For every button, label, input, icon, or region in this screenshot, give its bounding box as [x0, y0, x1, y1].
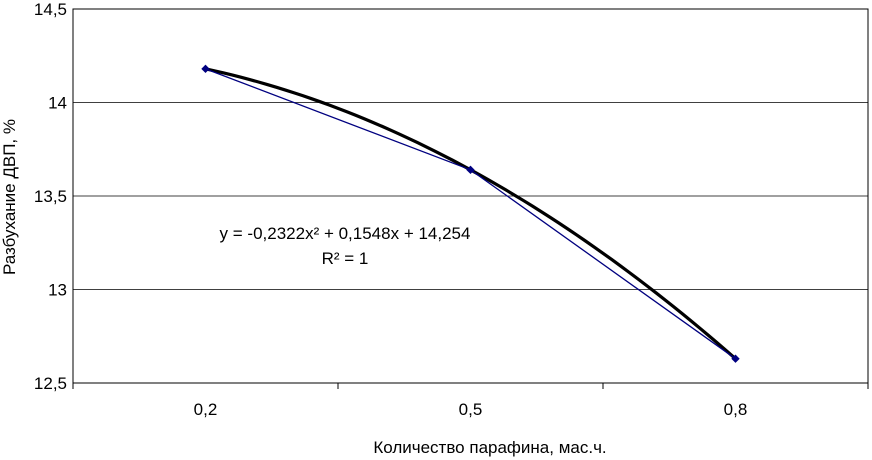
y-tick-label: 12,5 — [34, 374, 67, 393]
x-axis-title: Количество парафина, мас.ч. — [373, 438, 606, 457]
trendline-equation: y = -0,2322x² + 0,1548x + 14,254 — [220, 224, 471, 243]
y-tick-label: 13 — [48, 281, 67, 300]
plot-area — [72, 8, 869, 384]
series-markers — [201, 64, 740, 363]
x-axis-tick-labels: 0,2 0,5 0,8 — [194, 400, 748, 419]
x-tick-label: 0,8 — [724, 400, 748, 419]
series-line — [205, 68, 736, 360]
x-axis-ticks — [72, 383, 869, 389]
y-axis-tick-labels: 12,5 13 13,5 14 14,5 — [34, 0, 67, 393]
data-point-marker — [466, 165, 475, 175]
y-tick-label: 14 — [48, 94, 67, 113]
y-axis-title: Разбухание ДВП, % — [0, 119, 19, 275]
trendline — [205, 67, 737, 360]
y-tick-label: 14,5 — [34, 0, 67, 19]
x-tick-label: 0,5 — [459, 400, 483, 419]
data-point-marker — [201, 64, 210, 74]
trendline-r-squared: R² = 1 — [322, 249, 369, 268]
data-point-marker — [731, 354, 740, 363]
x-tick-label: 0,2 — [194, 400, 218, 419]
y-tick-label: 13,5 — [34, 187, 67, 206]
gridlines — [73, 102, 868, 290]
